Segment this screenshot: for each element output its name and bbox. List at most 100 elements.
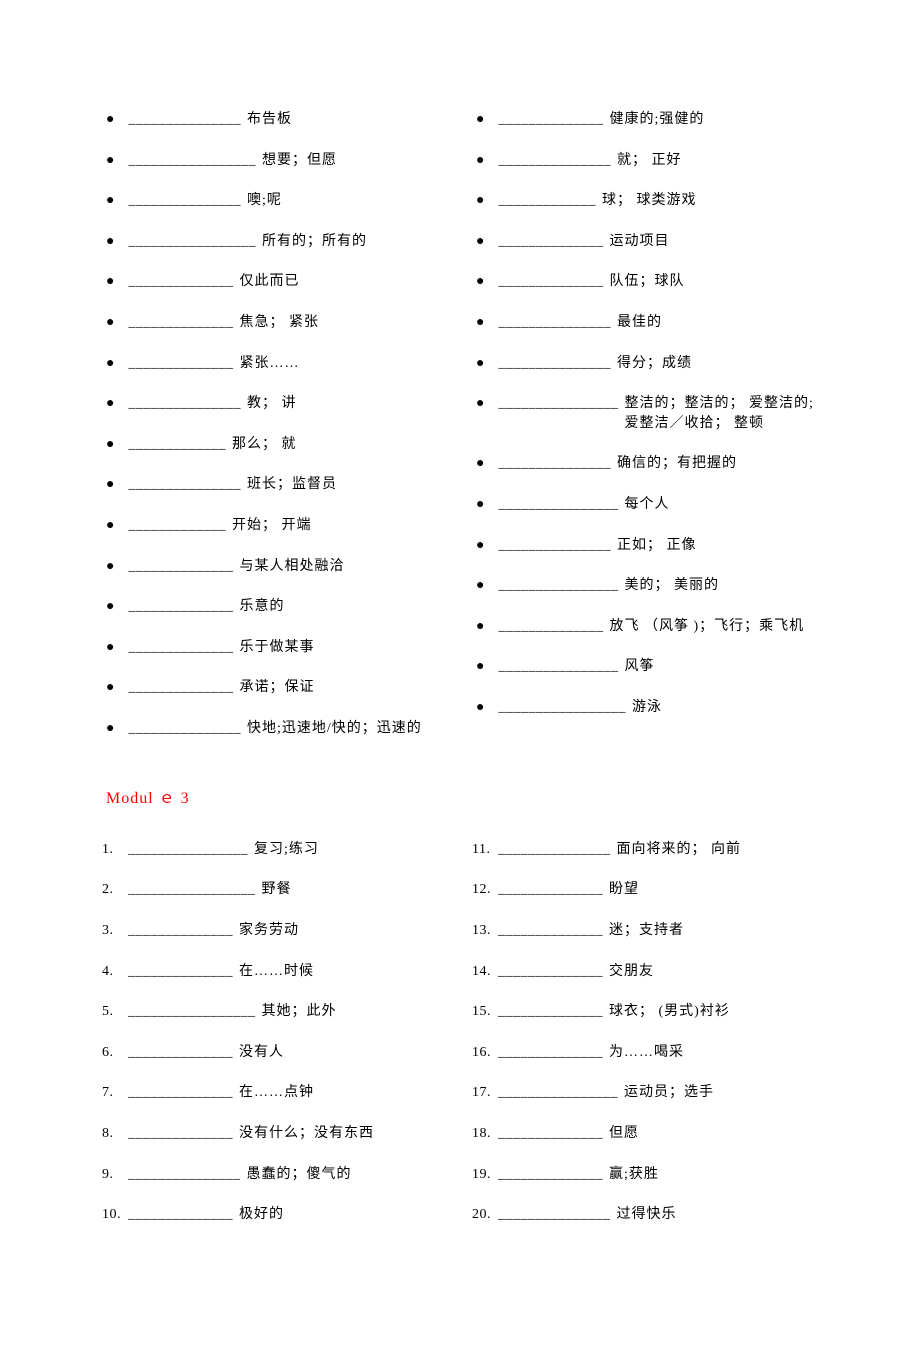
definition-text: 健康的;强健的 [609,110,704,130]
bullet-icon: ● [106,194,114,208]
definition-text: 每个人 [624,495,669,515]
bullet-icon: ● [106,113,114,127]
list-item: 3. ______________家务劳动 [100,921,450,941]
definition-text: 最佳的 [617,313,662,333]
bullet-icon: ● [106,560,114,574]
item-number: 17. [472,1083,498,1103]
blank-line: _______________ [498,1205,611,1225]
blank-line: ______________ [128,638,233,658]
list-item: ●______________与某人相处融洽 [100,557,450,577]
definition-text: 游泳 [632,698,662,718]
definition-text: 承诺；保证 [239,678,314,698]
blank-line: ______________ [128,597,233,617]
blank-line: ______________ [128,1083,233,1103]
bullet-icon: ● [476,457,484,471]
list-item: 1. ________________复习;练习 [100,840,450,860]
list-item: 2. _________________野餐 [100,880,450,900]
list-item: ●_______________就； 正好 [470,151,820,171]
list-item: ● _______________ 最佳的 [470,313,820,333]
item-number: 16. [472,1043,498,1063]
item-number: 4. [102,962,128,982]
blank-line: _______________ [498,536,611,556]
definition-text: 极好的 [239,1205,284,1225]
definition-text: 风筝 [624,657,654,677]
list-item: ●_____________那么； 就 [100,435,450,455]
bullet-icon: ● [106,519,114,533]
definition-text: 乐意的 [239,597,284,617]
blank-line: _______________ [128,110,241,130]
list-item: ●_________________所有的；所有的 [100,232,450,252]
blank-line: ______________ [498,1124,603,1144]
definition-text: 球； 球类游戏 [602,191,697,211]
item-number: 20. [472,1205,498,1225]
item-number: 13. [472,921,498,941]
blank-line: _______________ [128,1165,241,1185]
bullet-icon: ● [106,275,114,289]
bullet-icon: ● [106,316,114,330]
definition-text: 迷；支持者 [609,921,684,941]
list-item: ●______________紧张…… [100,354,450,374]
bullet-icon: ● [106,438,114,452]
list-item: ●_______________班长；监督员 [100,475,450,495]
definition-text: 运动项目 [609,232,669,252]
bullet-icon: ● [476,579,484,593]
list-item: ●_____________球； 球类游戏 [470,191,820,211]
blank-line: _________________ [128,1002,256,1022]
list-item: 19. ______________赢;获胜 [470,1165,820,1185]
list-item: 5. _________________其她；此外 [100,1002,450,1022]
blank-line: ______________ [498,1043,603,1063]
bullet-icon: ● [476,357,484,371]
list-item: 7. ______________在……点钟 [100,1083,450,1103]
blank-line: ________________ [498,394,618,414]
blank-line: ______________ [128,313,233,333]
item-number: 5. [102,1002,128,1022]
definition-text: 紧张…… [239,354,299,374]
blank-line: _____________ [128,516,226,536]
blank-line: ______________ [128,1043,233,1063]
blank-line: ________________ [128,840,248,860]
definition-text: 放飞 （风筝 )；飞行；乘飞机 [609,617,804,637]
definition-text: 正如； 正像 [617,536,697,556]
definition-text: 与某人相处融洽 [239,557,344,577]
bullet-icon: ● [106,478,114,492]
bullet-icon: ● [476,316,484,330]
list-item: ●________________美的； 美丽的 [470,576,820,596]
list-item: 4. ______________在……时候 [100,962,450,982]
definition-text: 所有的；所有的 [262,232,367,252]
item-number: 15. [472,1002,498,1022]
list-item: 10. ______________极好的 [100,1205,450,1225]
list-item: ●_________________ 游泳 [470,698,820,718]
blank-line: ______________ [128,678,233,698]
item-number: 10. [102,1205,128,1225]
blank-line: _______________ [498,840,611,860]
blank-line: ______________ [498,232,603,252]
list-item: ●________________每个人 [470,495,820,515]
bullet-icon: ● [106,357,114,371]
blank-line: ______________ [128,272,233,292]
blank-line: _______________ [128,394,241,414]
definition-text: 交朋友 [609,962,654,982]
list-item: 17. ________________运动员；选手 [470,1083,820,1103]
list-item: ●______________放飞 （风筝 )；飞行；乘飞机 [470,617,820,637]
list-item: ●________________ 风筝 [470,657,820,677]
list-item: ●_______________噢;呢 [100,191,450,211]
list-item: 20. _______________ 过得快乐 [470,1205,820,1225]
blank-line: _______________ [498,313,611,333]
definition-text: 但愿 [609,1124,639,1144]
definition-text: 没有什么；没有东西 [239,1124,374,1144]
blank-line: _________________ [128,880,256,900]
list-item: ●_______________布告板 [100,110,450,130]
blank-line: _______________ [498,354,611,374]
item-number: 18. [472,1124,498,1144]
bullet-icon: ● [106,235,114,249]
blank-line: _________________ [498,698,626,718]
list-item: ● _____________ 开始； 开端 [100,516,450,536]
item-number: 19. [472,1165,498,1185]
list-item: 13. ______________迷；支持者 [470,921,820,941]
definition-text: 开始； 开端 [232,516,312,536]
list-item: ●_______________得分；成绩 [470,354,820,374]
item-number: 14. [472,962,498,982]
list-item: 9. _______________愚蠢的；傻气的 [100,1165,450,1185]
blank-line: _______________ [128,475,241,495]
definition-text: 过得快乐 [617,1205,677,1225]
